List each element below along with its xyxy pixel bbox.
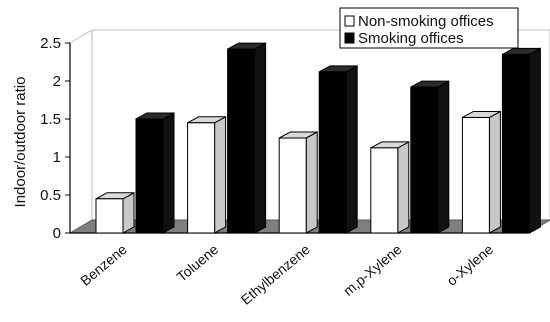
legend-label: Smoking offices	[358, 30, 464, 47]
y-tick-label: 2	[53, 73, 61, 90]
y-tick-label: 0	[53, 225, 61, 242]
bar-smoking	[410, 80, 450, 234]
bar-non-smoking	[278, 131, 318, 234]
y-tick-label: 0.5	[40, 187, 61, 204]
x-category-label: Toluene	[173, 241, 221, 285]
bar-smoking	[227, 42, 267, 234]
y-tick-label: 2.5	[40, 35, 61, 52]
legend-label: Non-smoking offices	[358, 13, 494, 30]
y-tick-label: 1.5	[40, 111, 61, 128]
bar-smoking	[135, 112, 175, 234]
bar-smoking	[318, 65, 358, 234]
bar-non-smoking	[370, 141, 410, 234]
x-category-label: Benzene	[77, 241, 130, 289]
bars	[95, 42, 541, 234]
bar-non-smoking	[187, 115, 227, 234]
x-category-label: m,p-Xylene	[340, 241, 405, 299]
bar-smoking	[501, 47, 541, 234]
x-category-label: o-Xylene	[444, 241, 497, 289]
legend-swatch	[344, 15, 355, 27]
legend-box	[339, 7, 519, 49]
category-labels: Benzene Toluene Ethylbenzene m,p-Xylene o-Xy…	[77, 241, 496, 308]
legend-swatch	[344, 32, 355, 44]
y-axis-title: Indoor/outdoor ratio	[12, 77, 29, 208]
y-tick-label: 1	[53, 149, 61, 166]
chart-walls	[69, 29, 550, 220]
bar-non-smoking	[95, 191, 135, 234]
back-wall	[69, 29, 550, 220]
x-category-label: Ethylbenzene	[238, 241, 313, 308]
bar-non-smoking	[461, 110, 501, 234]
